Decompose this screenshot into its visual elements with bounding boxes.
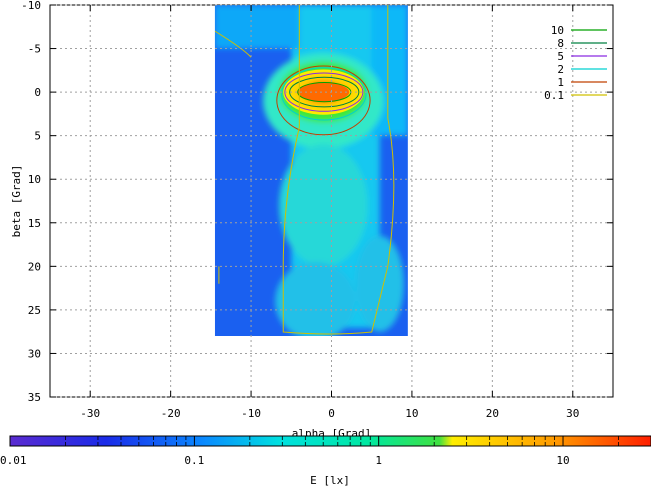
x-tick-label: -30 xyxy=(80,407,100,420)
contour-5 xyxy=(284,72,364,112)
contour-1 xyxy=(276,65,371,136)
x-tick-label: 10 xyxy=(405,407,418,420)
colorbar-ticks: 0.01 0.1 1 10 xyxy=(0,436,651,467)
contour-lines xyxy=(214,5,395,335)
contour-2 xyxy=(281,67,367,121)
x-tick-label: 30 xyxy=(566,407,579,420)
legend-label: 10 xyxy=(551,24,564,37)
y-tick-label: -5 xyxy=(28,43,41,56)
colorbar-tick-label: 0.01 xyxy=(0,454,27,467)
x-axis-ticks: -30 -20 -10 0 10 20 30 xyxy=(80,5,579,420)
y-tick-label: 35 xyxy=(28,391,41,404)
y-tick-label: 25 xyxy=(28,304,41,317)
y-tick-label: 30 xyxy=(28,347,41,360)
legend-label: 2 xyxy=(557,63,564,76)
x-tick-label: 20 xyxy=(486,407,499,420)
y-tick-label: 0 xyxy=(34,86,41,99)
x-tick-label: 0 xyxy=(328,407,335,420)
y-tick-label: 10 xyxy=(28,173,41,186)
y-tick-label: 15 xyxy=(28,217,41,230)
y-tick-label: -10 xyxy=(21,0,41,12)
y-axis-label: beta [Grad] xyxy=(10,165,23,238)
contour-0_1-upper-left xyxy=(214,30,252,58)
legend-label: 0.1 xyxy=(544,89,564,102)
peak-core xyxy=(297,82,350,102)
legend-label: 5 xyxy=(557,50,564,63)
y-tick-label: 5 xyxy=(34,130,41,143)
contour-8 xyxy=(289,76,360,108)
x-tick-label: -10 xyxy=(241,407,261,420)
legend-label: 8 xyxy=(557,37,564,50)
legend-label: 1 xyxy=(557,76,564,89)
colorbar-label: E [lx] xyxy=(310,474,350,486)
y-tick-label: 20 xyxy=(28,260,41,273)
colorbar-tick-label: 1 xyxy=(375,454,382,467)
heatmap-image xyxy=(214,5,408,337)
colorbar-tick-label: 0.1 xyxy=(184,454,204,467)
contour-0_1-main xyxy=(282,5,395,335)
colorbar-tick-label: 10 xyxy=(556,454,569,467)
x-tick-label: -20 xyxy=(161,407,181,420)
